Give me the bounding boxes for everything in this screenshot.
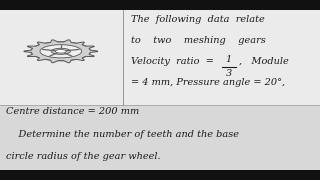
Bar [0, 0, 320, 105]
Text: 3: 3 [226, 69, 232, 78]
Text: to    two    meshing    gears: to two meshing gears [131, 36, 266, 45]
Text: circle radius of the gear wheel.: circle radius of the gear wheel. [6, 152, 161, 161]
Bar [0, 170, 320, 180]
Text: ,   Module: , Module [239, 57, 289, 66]
Text: 1: 1 [226, 55, 232, 64]
Polygon shape [55, 50, 66, 53]
Polygon shape [51, 48, 70, 54]
Text: The  following  data  relate: The following data relate [131, 15, 265, 24]
Text: Velocity  ratio  =: Velocity ratio = [131, 57, 217, 66]
Text: = 4 mm, Pressure angle = 20°,: = 4 mm, Pressure angle = 20°, [131, 78, 285, 87]
Bar [0, 0, 320, 10]
Bar [0, 105, 320, 180]
Polygon shape [24, 40, 98, 63]
Text: Determine the number of teeth and the base: Determine the number of teeth and the ba… [6, 130, 239, 139]
Polygon shape [31, 42, 91, 61]
Polygon shape [40, 45, 82, 58]
Text: Centre distance = 200 mm: Centre distance = 200 mm [6, 107, 140, 116]
